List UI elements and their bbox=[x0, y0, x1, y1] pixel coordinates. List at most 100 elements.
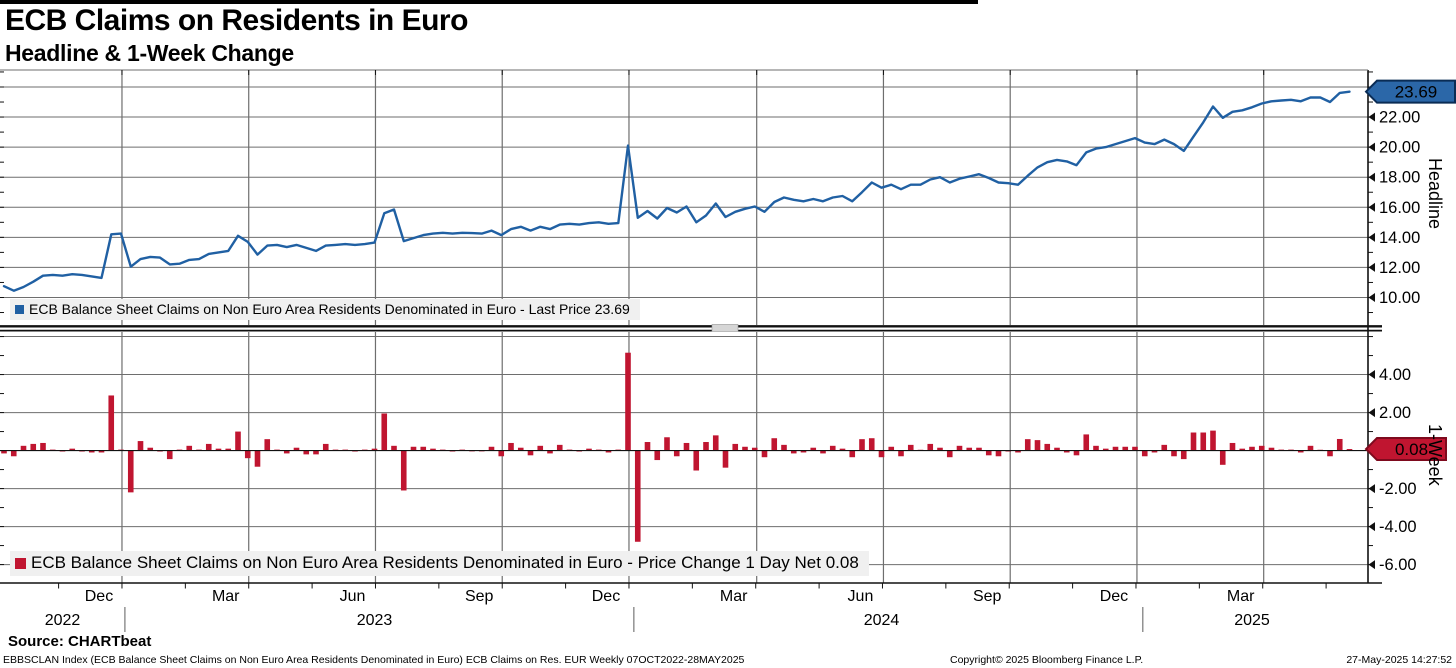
headline-line[interactable] bbox=[2, 90, 1351, 292]
panel-divider[interactable] bbox=[0, 324, 1382, 332]
change-bar bbox=[810, 447, 817, 451]
change-bar bbox=[69, 448, 76, 451]
svg-text:12.00: 12.00 bbox=[1379, 259, 1420, 277]
change-bar bbox=[137, 441, 144, 451]
change-bar bbox=[147, 447, 154, 451]
change-legend[interactable]: ECB Balance Sheet Claims on Non Euro Are… bbox=[10, 551, 869, 576]
change-bar bbox=[985, 450, 992, 456]
change-legend-marker-icon bbox=[15, 557, 26, 569]
change-bar bbox=[849, 450, 856, 458]
change-bar bbox=[547, 450, 553, 454]
change-bar bbox=[625, 352, 631, 451]
change-bar bbox=[1180, 450, 1187, 460]
change-bar bbox=[1044, 443, 1051, 451]
change-bar bbox=[1258, 445, 1265, 451]
change-bar bbox=[976, 447, 982, 451]
change-bar bbox=[586, 448, 592, 451]
change-bar bbox=[1219, 450, 1226, 465]
change-bar bbox=[644, 442, 651, 451]
svg-text:2024: 2024 bbox=[864, 612, 900, 629]
change-bar bbox=[898, 450, 904, 457]
change-bar bbox=[166, 450, 173, 460]
svg-text:22.00: 22.00 bbox=[1379, 109, 1420, 127]
change-bar bbox=[771, 438, 778, 451]
change-bar bbox=[1307, 445, 1314, 451]
change-bar bbox=[751, 447, 758, 451]
svg-text:16.00: 16.00 bbox=[1379, 199, 1420, 217]
copyright-note: Copyright© 2025 Bloomberg Finance L.P. bbox=[950, 654, 1144, 666]
svg-text:2.00: 2.00 bbox=[1379, 404, 1411, 422]
axes: 22.00 20.00 18.00 16.00 14.00 12.00 10.00 4.00 2… bbox=[0, 69, 1420, 589]
change-bar bbox=[1171, 450, 1177, 457]
change-bar bbox=[186, 445, 193, 451]
change-bar bbox=[127, 450, 134, 493]
change-bar bbox=[381, 413, 388, 451]
change-bar bbox=[605, 450, 612, 453]
headline-legend[interactable]: ECB Balance Sheet Claims on Non Euro Are… bbox=[10, 299, 640, 321]
change-bar bbox=[839, 448, 846, 451]
svg-text:Mar: Mar bbox=[212, 588, 240, 605]
gridlines bbox=[0, 70, 1368, 583]
svg-text:Sep: Sep bbox=[465, 588, 494, 605]
svg-text:4.00: 4.00 bbox=[1379, 366, 1411, 384]
change-bar bbox=[98, 450, 105, 453]
headline-legend-label: ECB Balance Sheet Claims on Non Euro Are… bbox=[29, 301, 630, 317]
change-bar bbox=[673, 450, 680, 457]
change-bar bbox=[1200, 432, 1207, 451]
svg-text:Jun: Jun bbox=[848, 588, 874, 605]
change-bar bbox=[254, 450, 261, 467]
change-bar bbox=[498, 450, 505, 457]
svg-text:Jun: Jun bbox=[340, 588, 366, 605]
change-bar bbox=[322, 443, 329, 451]
change-bar bbox=[303, 450, 310, 455]
change-bar bbox=[995, 450, 1002, 457]
window-top-bar bbox=[0, 0, 978, 4]
change-bar bbox=[1132, 446, 1138, 451]
change-bar bbox=[654, 450, 661, 461]
last-value-badge: 23.69 bbox=[1364, 79, 1456, 104]
change-bar bbox=[790, 450, 797, 454]
change-bar bbox=[264, 439, 271, 451]
svg-text:0.08: 0.08 bbox=[1395, 440, 1428, 459]
change-bar bbox=[1327, 450, 1333, 457]
change-bar bbox=[1122, 446, 1129, 451]
change-bar bbox=[868, 438, 875, 451]
change-bar bbox=[1024, 439, 1031, 451]
change-bar bbox=[371, 448, 378, 451]
svg-text:Mar: Mar bbox=[1227, 588, 1255, 605]
change-bar bbox=[215, 448, 222, 451]
svg-text:2025: 2025 bbox=[1234, 612, 1270, 629]
headline-legend-marker-icon bbox=[15, 305, 24, 315]
change-bar bbox=[391, 445, 397, 451]
change-bar bbox=[527, 450, 534, 456]
svg-text:-2.00: -2.00 bbox=[1379, 480, 1417, 498]
change-bar bbox=[1083, 434, 1090, 451]
change-bar bbox=[488, 446, 495, 451]
x-axis-labels: Dec Mar Jun Sep Dec Mar Jun Sep Dec Mar 2022 2023 20… bbox=[45, 588, 1270, 632]
right-axis-title-1week: 1-Week bbox=[1425, 424, 1445, 486]
change-bar bbox=[420, 446, 427, 451]
change-bar bbox=[820, 450, 826, 454]
change-bar bbox=[1161, 444, 1168, 451]
change-bar bbox=[742, 446, 748, 451]
change-bar bbox=[225, 448, 232, 451]
svg-text:10.00: 10.00 bbox=[1379, 289, 1420, 307]
change-bar bbox=[859, 439, 865, 451]
svg-text:18.00: 18.00 bbox=[1379, 169, 1420, 187]
change-bar bbox=[1141, 450, 1148, 457]
weekly-change-bars[interactable] bbox=[0, 352, 1368, 542]
change-bar bbox=[1151, 450, 1158, 453]
svg-text:Dec: Dec bbox=[85, 588, 113, 605]
svg-text:Dec: Dec bbox=[592, 588, 620, 605]
change-bar bbox=[966, 447, 973, 451]
change-bar bbox=[1239, 448, 1246, 451]
change-bar bbox=[732, 443, 739, 451]
divider-handle[interactable] bbox=[711, 324, 739, 332]
svg-text:2022: 2022 bbox=[45, 612, 81, 629]
change-bar bbox=[693, 450, 700, 471]
change-bar bbox=[907, 444, 914, 451]
timestamp: 27-May-2025 14:27:52 bbox=[1346, 654, 1452, 666]
source-note: Source: CHARTbeat bbox=[8, 633, 152, 650]
svg-text:20.00: 20.00 bbox=[1379, 139, 1420, 157]
